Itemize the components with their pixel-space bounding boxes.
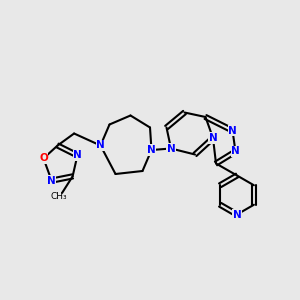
Text: N: N	[47, 176, 56, 186]
Text: O: O	[39, 153, 48, 164]
Text: N: N	[73, 150, 82, 161]
Text: N: N	[167, 143, 176, 154]
Text: N: N	[232, 209, 242, 220]
Text: N: N	[147, 145, 156, 155]
Text: N: N	[228, 125, 237, 136]
Text: CH₃: CH₃	[51, 192, 68, 201]
Text: N: N	[96, 140, 105, 151]
Text: N: N	[208, 133, 217, 143]
Text: N: N	[231, 146, 240, 157]
